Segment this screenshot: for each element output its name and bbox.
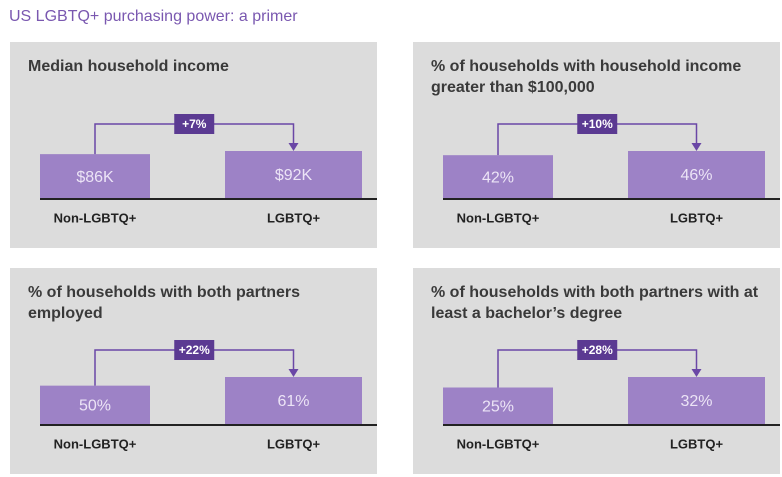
bar bbox=[443, 387, 553, 425]
annotation-box bbox=[577, 114, 618, 134]
panel: % of households with household income gr… bbox=[413, 42, 780, 248]
annotation-box bbox=[577, 340, 618, 360]
bar bbox=[225, 377, 362, 425]
chart: $86K Non-LGBTQ+ $92K LGBTQ+ +7% bbox=[40, 114, 377, 225]
annotation: +10% bbox=[582, 117, 613, 131]
annotation: +22% bbox=[179, 343, 210, 357]
panel: Median household income $86K Non-LGBTQ+ $92… bbox=[10, 42, 377, 248]
panel-title: % of households with household income gr… bbox=[431, 58, 742, 96]
category-label: LGBTQ+ bbox=[670, 436, 723, 451]
arrow-head bbox=[288, 369, 299, 377]
annotation-box bbox=[174, 340, 215, 360]
bar bbox=[225, 151, 362, 199]
arrow-head bbox=[691, 369, 702, 377]
category-label: Non-LGBTQ+ bbox=[457, 436, 540, 451]
bar bbox=[40, 154, 150, 199]
chart: 42% Non-LGBTQ+ 46% LGBTQ+ +10% bbox=[443, 114, 780, 225]
annotation: +28% bbox=[582, 343, 613, 357]
annotation: +7% bbox=[182, 117, 207, 131]
annotation-box bbox=[174, 114, 215, 134]
page-title: US LGBTQ+ purchasing power: a primer bbox=[9, 8, 298, 25]
chart: 50% Non-LGBTQ+ 61% LGBTQ+ +22% bbox=[40, 340, 377, 451]
value-label: 61% bbox=[277, 393, 309, 410]
category-label: LGBTQ+ bbox=[267, 436, 320, 451]
value-label: 25% bbox=[482, 398, 514, 415]
category-label: Non-LGBTQ+ bbox=[54, 436, 137, 451]
category-label: LGBTQ+ bbox=[267, 210, 320, 225]
value-label: $86K bbox=[76, 169, 114, 186]
value-label: 32% bbox=[680, 393, 712, 410]
panel: % of households with both partners with … bbox=[413, 268, 780, 474]
category-label: Non-LGBTQ+ bbox=[457, 210, 540, 225]
arrow-head bbox=[288, 143, 299, 151]
bar bbox=[628, 377, 765, 425]
bar bbox=[628, 151, 765, 199]
value-label: 46% bbox=[680, 167, 712, 184]
bar bbox=[40, 385, 150, 425]
category-label: LGBTQ+ bbox=[670, 210, 723, 225]
panel-title: % of households with both partners with … bbox=[431, 284, 759, 322]
bar bbox=[443, 155, 553, 199]
arrow-head bbox=[691, 143, 702, 151]
panel-title: Median household income bbox=[28, 58, 229, 75]
value-label: 50% bbox=[79, 398, 111, 415]
value-label: $92K bbox=[275, 167, 313, 184]
chart: 25% Non-LGBTQ+ 32% LGBTQ+ +28% bbox=[443, 340, 780, 451]
category-label: Non-LGBTQ+ bbox=[54, 210, 137, 225]
panel-title: % of households with both partners emplo… bbox=[28, 284, 300, 322]
value-label: 42% bbox=[482, 169, 514, 186]
panel: % of households with both partners emplo… bbox=[10, 268, 377, 474]
